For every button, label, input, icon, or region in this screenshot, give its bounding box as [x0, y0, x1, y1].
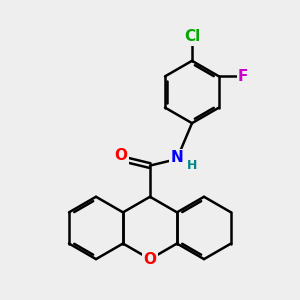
Text: H: H — [187, 159, 197, 172]
Text: F: F — [238, 69, 248, 84]
Text: O: O — [143, 252, 157, 267]
Text: Cl: Cl — [184, 29, 200, 44]
Text: N: N — [170, 150, 183, 165]
Text: O: O — [115, 148, 128, 163]
